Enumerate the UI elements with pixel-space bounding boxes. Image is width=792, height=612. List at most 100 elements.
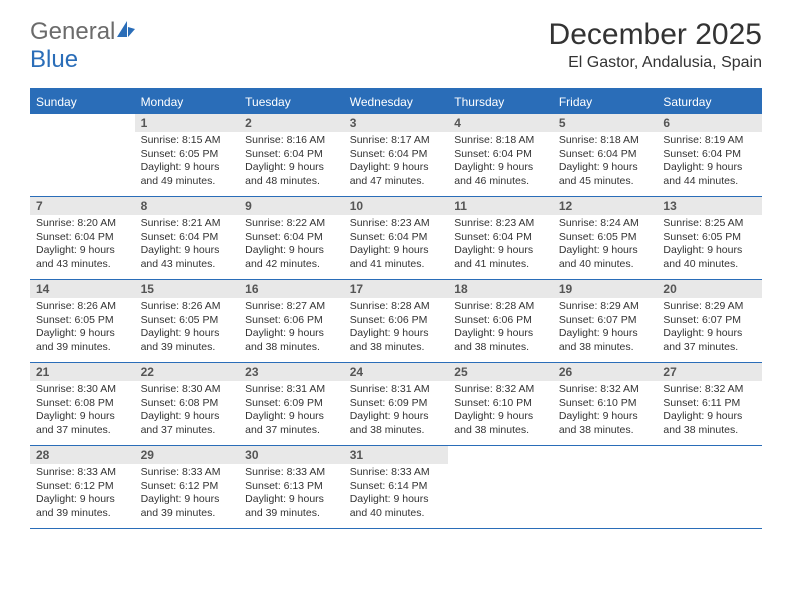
day-body: Sunrise: 8:19 AMSunset: 6:04 PMDaylight:…	[657, 132, 762, 193]
week-row: 28Sunrise: 8:33 AMSunset: 6:12 PMDayligh…	[30, 446, 762, 529]
sunrise-text: Sunrise: 8:32 AM	[663, 383, 756, 397]
day-body: Sunrise: 8:21 AMSunset: 6:04 PMDaylight:…	[135, 215, 240, 276]
day-body: Sunrise: 8:30 AMSunset: 6:08 PMDaylight:…	[30, 381, 135, 442]
daylight-text: and 39 minutes.	[141, 341, 234, 355]
day-cell: 24Sunrise: 8:31 AMSunset: 6:09 PMDayligh…	[344, 363, 449, 445]
day-cell	[657, 446, 762, 528]
day-number: 6	[657, 114, 762, 132]
brand-part1: General	[30, 18, 115, 45]
daylight-text: and 38 minutes.	[559, 424, 652, 438]
sunset-text: Sunset: 6:07 PM	[559, 314, 652, 328]
day-cell: 12Sunrise: 8:24 AMSunset: 6:05 PMDayligh…	[553, 197, 658, 279]
day-cell	[448, 446, 553, 528]
week-row: 21Sunrise: 8:30 AMSunset: 6:08 PMDayligh…	[30, 363, 762, 446]
daylight-text: and 47 minutes.	[350, 175, 443, 189]
sunset-text: Sunset: 6:13 PM	[245, 480, 338, 494]
day-body: Sunrise: 8:27 AMSunset: 6:06 PMDaylight:…	[239, 298, 344, 359]
sunset-text: Sunset: 6:04 PM	[245, 231, 338, 245]
daylight-text: Daylight: 9 hours	[663, 161, 756, 175]
day-body: Sunrise: 8:33 AMSunset: 6:12 PMDaylight:…	[135, 464, 240, 525]
day-cell: 25Sunrise: 8:32 AMSunset: 6:10 PMDayligh…	[448, 363, 553, 445]
day-cell	[553, 446, 658, 528]
daylight-text: Daylight: 9 hours	[454, 244, 547, 258]
daylight-text: and 43 minutes.	[141, 258, 234, 272]
day-number: 2	[239, 114, 344, 132]
daylight-text: Daylight: 9 hours	[245, 161, 338, 175]
daylight-text: Daylight: 9 hours	[559, 161, 652, 175]
day-number: 19	[553, 280, 658, 298]
sunrise-text: Sunrise: 8:18 AM	[454, 134, 547, 148]
sunrise-text: Sunrise: 8:33 AM	[36, 466, 129, 480]
daylight-text: Daylight: 9 hours	[350, 161, 443, 175]
sunrise-text: Sunrise: 8:25 AM	[663, 217, 756, 231]
daylight-text: Daylight: 9 hours	[454, 161, 547, 175]
sunrise-text: Sunrise: 8:23 AM	[454, 217, 547, 231]
daylight-text: Daylight: 9 hours	[663, 410, 756, 424]
day-number: 22	[135, 363, 240, 381]
dow-header: Tuesday	[239, 90, 344, 114]
sunrise-text: Sunrise: 8:33 AM	[141, 466, 234, 480]
daylight-text: Daylight: 9 hours	[141, 410, 234, 424]
day-body: Sunrise: 8:26 AMSunset: 6:05 PMDaylight:…	[135, 298, 240, 359]
week-row: 1Sunrise: 8:15 AMSunset: 6:05 PMDaylight…	[30, 114, 762, 197]
day-cell	[30, 114, 135, 196]
dow-header: Saturday	[657, 90, 762, 114]
day-number: 25	[448, 363, 553, 381]
sunrise-text: Sunrise: 8:27 AM	[245, 300, 338, 314]
daylight-text: and 38 minutes.	[350, 424, 443, 438]
sunrise-text: Sunrise: 8:23 AM	[350, 217, 443, 231]
day-number	[553, 446, 658, 464]
day-body: Sunrise: 8:18 AMSunset: 6:04 PMDaylight:…	[553, 132, 658, 193]
sunset-text: Sunset: 6:05 PM	[559, 231, 652, 245]
day-body: Sunrise: 8:17 AMSunset: 6:04 PMDaylight:…	[344, 132, 449, 193]
daylight-text: and 45 minutes.	[559, 175, 652, 189]
day-number: 16	[239, 280, 344, 298]
dow-header: Friday	[553, 90, 658, 114]
daylight-text: Daylight: 9 hours	[350, 244, 443, 258]
sunrise-text: Sunrise: 8:26 AM	[141, 300, 234, 314]
day-body: Sunrise: 8:32 AMSunset: 6:11 PMDaylight:…	[657, 381, 762, 442]
week-row: 14Sunrise: 8:26 AMSunset: 6:05 PMDayligh…	[30, 280, 762, 363]
sunrise-text: Sunrise: 8:29 AM	[663, 300, 756, 314]
sunset-text: Sunset: 6:08 PM	[36, 397, 129, 411]
day-cell: 20Sunrise: 8:29 AMSunset: 6:07 PMDayligh…	[657, 280, 762, 362]
sunrise-text: Sunrise: 8:32 AM	[454, 383, 547, 397]
sunrise-text: Sunrise: 8:33 AM	[350, 466, 443, 480]
day-cell: 18Sunrise: 8:28 AMSunset: 6:06 PMDayligh…	[448, 280, 553, 362]
daylight-text: Daylight: 9 hours	[245, 493, 338, 507]
location-subtitle: El Gastor, Andalusia, Spain	[549, 54, 762, 72]
sunrise-text: Sunrise: 8:33 AM	[245, 466, 338, 480]
dow-header: Sunday	[30, 90, 135, 114]
sunset-text: Sunset: 6:04 PM	[245, 148, 338, 162]
sunrise-text: Sunrise: 8:18 AM	[559, 134, 652, 148]
day-cell: 14Sunrise: 8:26 AMSunset: 6:05 PMDayligh…	[30, 280, 135, 362]
sunrise-text: Sunrise: 8:17 AM	[350, 134, 443, 148]
sunrise-text: Sunrise: 8:19 AM	[663, 134, 756, 148]
daylight-text: Daylight: 9 hours	[36, 244, 129, 258]
dow-header: Monday	[135, 90, 240, 114]
day-number: 7	[30, 197, 135, 215]
day-cell: 19Sunrise: 8:29 AMSunset: 6:07 PMDayligh…	[553, 280, 658, 362]
day-body: Sunrise: 8:26 AMSunset: 6:05 PMDaylight:…	[30, 298, 135, 359]
daylight-text: and 38 minutes.	[350, 341, 443, 355]
day-body: Sunrise: 8:31 AMSunset: 6:09 PMDaylight:…	[239, 381, 344, 442]
day-body: Sunrise: 8:32 AMSunset: 6:10 PMDaylight:…	[448, 381, 553, 442]
sunset-text: Sunset: 6:05 PM	[141, 314, 234, 328]
sunset-text: Sunset: 6:12 PM	[36, 480, 129, 494]
sunrise-text: Sunrise: 8:21 AM	[141, 217, 234, 231]
sunset-text: Sunset: 6:11 PM	[663, 397, 756, 411]
daylight-text: and 39 minutes.	[245, 507, 338, 521]
daylight-text: and 41 minutes.	[454, 258, 547, 272]
title-block: December 2025 El Gastor, Andalusia, Spai…	[549, 18, 762, 72]
day-number: 15	[135, 280, 240, 298]
daylight-text: Daylight: 9 hours	[663, 327, 756, 341]
day-number: 14	[30, 280, 135, 298]
day-number: 27	[657, 363, 762, 381]
sunrise-text: Sunrise: 8:30 AM	[36, 383, 129, 397]
daylight-text: and 39 minutes.	[36, 507, 129, 521]
day-number: 26	[553, 363, 658, 381]
day-body: Sunrise: 8:31 AMSunset: 6:09 PMDaylight:…	[344, 381, 449, 442]
daylight-text: and 39 minutes.	[36, 341, 129, 355]
day-number	[448, 446, 553, 464]
day-number: 10	[344, 197, 449, 215]
